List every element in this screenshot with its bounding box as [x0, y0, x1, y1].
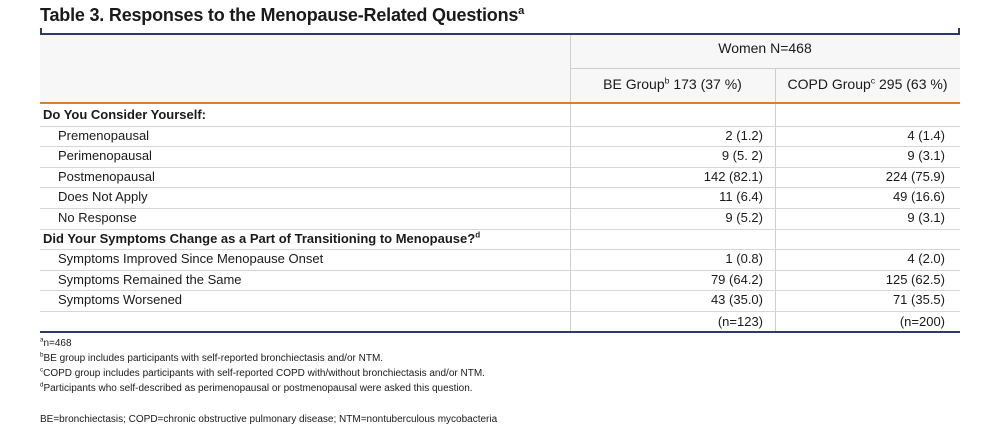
cell-value: 49 (16.6) — [892, 189, 945, 205]
cell-value: 71 (35.5) — [892, 292, 945, 308]
top-rule — [40, 33, 960, 35]
cell-value: 9 (5. 2) — [721, 148, 763, 164]
header-divider — [570, 68, 960, 69]
column-count: 173 (37 %) — [673, 76, 742, 92]
heading-text: Do You Consider Yourself: — [43, 107, 207, 122]
row-label: Symptoms Worsened — [58, 292, 183, 308]
row-line — [40, 126, 960, 127]
heading-sup: d — [475, 230, 481, 240]
table-title: Table 3. Responses to the Menopause-Rela… — [40, 5, 524, 26]
cell-value: 224 (75.9) — [885, 168, 945, 184]
column-divider — [775, 69, 776, 331]
cell-value: 142 (82.1) — [703, 168, 763, 184]
cell-value: 43 (35.0) — [710, 292, 763, 308]
column-count: 295 (63 %) — [879, 76, 948, 92]
row-line — [40, 249, 960, 250]
rule-tick — [958, 28, 960, 38]
row-label: Postmenopausal — [58, 168, 155, 184]
header-rule — [40, 102, 960, 104]
rule-tick — [40, 28, 42, 38]
title-sup: a — [518, 5, 525, 17]
bottom-rule — [40, 331, 960, 333]
column-sup: c — [870, 75, 876, 86]
cell-value: 1 (0.8) — [725, 251, 763, 267]
title-text: Table 3. Responses to the Menopause-Rela… — [40, 5, 519, 25]
row-line — [40, 208, 960, 209]
column-divider — [570, 35, 571, 331]
footnote: an=468 — [40, 337, 72, 351]
footnote-text: BE group includes participants with self… — [43, 353, 384, 364]
row-line — [40, 290, 960, 291]
footnote-mark: c — [40, 366, 44, 374]
row-line — [40, 311, 960, 312]
header-bg — [40, 35, 960, 103]
row-label: Symptoms Improved Since Menopause Onset — [58, 251, 324, 267]
footnote-text: n=468 — [43, 338, 72, 349]
row-label: Perimenopausal — [58, 148, 152, 164]
row-label: Symptoms Remained the Same — [58, 271, 242, 287]
footnote-mark: d — [40, 381, 44, 389]
cell-value: 4 (2.0) — [907, 251, 945, 267]
cell-value: 79 (64.2) — [710, 271, 763, 287]
cell-value: 2 (1.2) — [725, 127, 763, 143]
cell-value: 125 (62.5) — [885, 271, 945, 287]
row-label: No Response — [58, 210, 137, 225]
group-header: Women N=468 — [718, 40, 812, 56]
cell-value: 9 (5.2) — [725, 210, 763, 225]
footnote-text: Participants who self-described as perim… — [43, 383, 473, 394]
row-line — [40, 270, 960, 271]
row-line — [40, 229, 960, 230]
cell-value: 11 (6.4) — [719, 189, 763, 205]
column-sup: b — [664, 75, 670, 86]
cell-value: 9 (3.1) — [907, 148, 945, 164]
section-heading: Did Your Symptoms Change as a Part of Tr… — [43, 229, 480, 249]
footnote-mark: b — [40, 351, 44, 359]
cell-value: 9 (3.1) — [907, 210, 945, 225]
column-header: BE Groupb 173 (37 %) — [570, 76, 775, 92]
heading-text: Did Your Symptoms Change as a Part of Tr… — [43, 230, 476, 246]
column-header: COPD Groupc 295 (63 %) — [775, 76, 960, 92]
row-line — [40, 146, 960, 147]
row-label: Premenopausal — [58, 127, 150, 143]
section-heading: Do You Consider Yourself: — [43, 105, 206, 125]
footnote-text: COPD group includes participants with se… — [43, 368, 485, 379]
row-line — [40, 167, 960, 168]
abbreviations: BE=bronchiectasis; COPD=chronic obstruct… — [40, 414, 498, 425]
footnote: cCOPD group includes participants with s… — [40, 367, 485, 381]
total-cell: (n=200) — [899, 314, 945, 329]
column-name: COPD Group — [787, 76, 871, 92]
footnote: bBE group includes participants with sel… — [40, 352, 383, 366]
column-name: BE Group — [603, 76, 665, 92]
footnote: dParticipants who self-described as peri… — [40, 382, 473, 396]
cell-value: 4 (1.4) — [907, 127, 945, 143]
total-cell: (n=123) — [717, 314, 763, 329]
row-label: Does Not Apply — [58, 189, 148, 205]
row-line — [40, 187, 960, 188]
footnote-mark: a — [40, 336, 44, 344]
